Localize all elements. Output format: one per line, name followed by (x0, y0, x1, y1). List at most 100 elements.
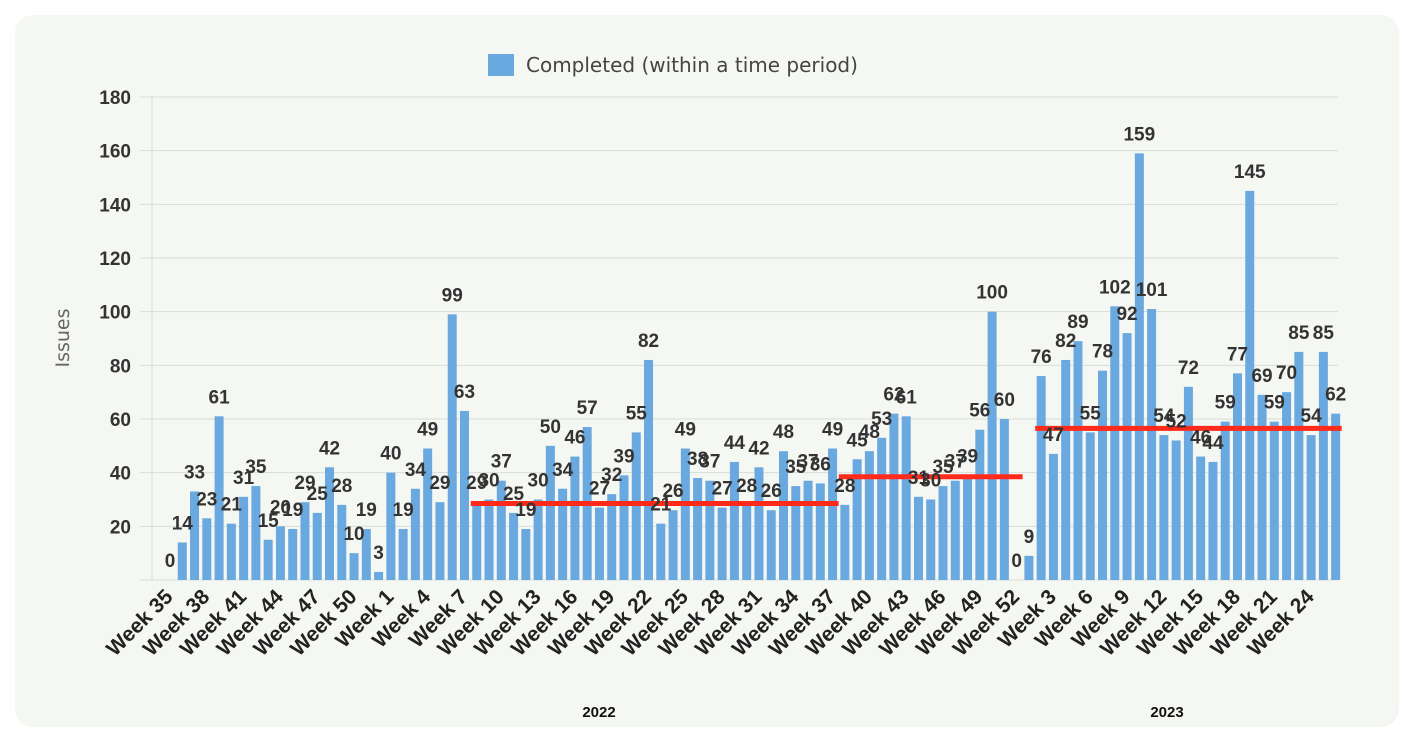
bar (987, 311, 997, 580)
data-label: 52 (1166, 411, 1187, 432)
y-tick-label: 120 (99, 249, 131, 270)
bar (447, 314, 457, 580)
y-tick-label: 180 (99, 88, 131, 109)
data-label: 42 (748, 438, 769, 459)
data-label: 14 (172, 513, 194, 534)
data-label: 42 (319, 438, 340, 459)
bar (668, 510, 678, 580)
bar (226, 523, 236, 580)
y-tick-label: 20 (110, 517, 131, 538)
data-label: 61 (896, 387, 918, 408)
bar (1122, 333, 1132, 580)
data-label: 82 (1055, 331, 1076, 352)
data-label: 56 (969, 401, 990, 422)
data-label: 9 (1024, 527, 1035, 548)
bar (791, 486, 801, 580)
bar (263, 539, 273, 580)
bar (766, 510, 776, 580)
data-label: 61 (209, 387, 231, 408)
data-label: 30 (920, 471, 941, 492)
data-label: 45 (847, 430, 869, 451)
data-label: 49 (417, 420, 438, 441)
bar (656, 523, 666, 580)
bar (1159, 435, 1169, 580)
bar (509, 512, 519, 580)
bar (1232, 373, 1242, 580)
data-label: 21 (650, 495, 672, 516)
bar (177, 542, 187, 580)
gridlines (140, 96, 1338, 581)
bar (864, 451, 874, 580)
data-label: 100 (976, 283, 1008, 304)
bars (177, 153, 1341, 580)
data-label: 76 (1031, 347, 1052, 368)
data-label: 145 (1234, 162, 1266, 183)
data-label: 48 (773, 422, 794, 443)
y-tick-label: 160 (99, 142, 131, 163)
bar (619, 475, 629, 580)
data-label: 32 (601, 465, 622, 486)
bar (1024, 555, 1034, 580)
data-label: 26 (662, 481, 683, 502)
bar (815, 483, 825, 580)
data-label: 15 (258, 511, 280, 532)
year-label-2022: 2022 (582, 704, 615, 721)
data-label: 28 (834, 476, 855, 497)
data-label: 69 (1251, 366, 1272, 387)
bar (1073, 341, 1083, 580)
bar (312, 512, 322, 580)
bar (828, 448, 838, 580)
data-label: 19 (356, 500, 377, 521)
data-label: 39 (957, 446, 978, 467)
data-label: 30 (478, 471, 499, 492)
bar (1134, 153, 1144, 580)
chart-card (15, 15, 1399, 727)
bar (1183, 386, 1193, 580)
bar (1171, 440, 1181, 580)
data-label: 25 (503, 484, 525, 505)
data-label: 26 (761, 481, 782, 502)
bar (913, 496, 923, 580)
data-label: 29 (294, 473, 315, 494)
bar (1257, 394, 1267, 580)
data-label: 19 (282, 500, 303, 521)
bar (300, 502, 310, 580)
bar (521, 529, 531, 580)
data-label: 159 (1123, 124, 1155, 145)
bar (1147, 308, 1157, 580)
bar (631, 432, 641, 580)
data-label: 62 (1325, 385, 1346, 406)
data-label: 31 (233, 468, 255, 489)
bar (742, 504, 752, 580)
data-label: 49 (822, 420, 843, 441)
data-label: 0 (1011, 551, 1022, 572)
data-label: 35 (932, 457, 954, 478)
y-tick-label: 80 (110, 356, 131, 377)
data-label: 38 (687, 449, 708, 470)
bar (1196, 456, 1206, 580)
bar (1306, 435, 1316, 580)
bar (251, 486, 261, 580)
bar (190, 491, 200, 580)
data-label: 33 (184, 462, 205, 483)
y-axis-ticks: 20 40 60 80 100 120 140 160 180 (99, 88, 131, 538)
bar (1331, 413, 1341, 580)
bar (901, 416, 911, 580)
data-label: 21 (221, 495, 243, 516)
data-label: 92 (1116, 304, 1137, 325)
bar (558, 488, 568, 580)
legend[interactable]: Completed (within a time period) (488, 53, 858, 77)
bar (926, 499, 936, 580)
bar (361, 529, 371, 580)
data-label: 39 (613, 446, 634, 467)
bar (717, 507, 727, 580)
data-label: 46 (1190, 428, 1211, 449)
data-label: 70 (1276, 363, 1297, 384)
y-tick-label: 40 (110, 464, 131, 485)
data-label: 59 (1264, 393, 1285, 414)
data-label: 37 (491, 452, 512, 473)
data-label: 46 (564, 428, 585, 449)
data-label: 49 (675, 420, 696, 441)
data-label: 63 (454, 382, 475, 403)
